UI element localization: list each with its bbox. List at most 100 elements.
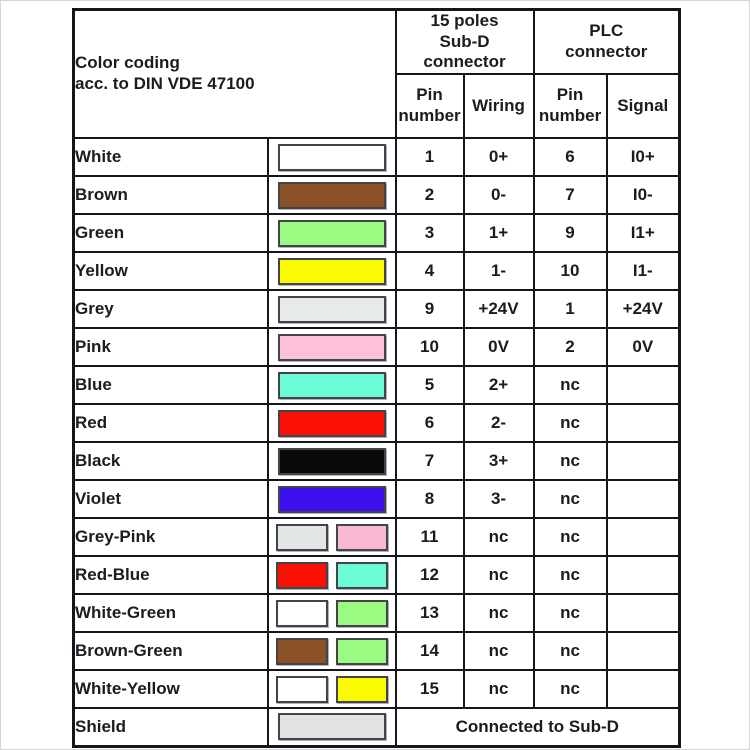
swatch-cell xyxy=(266,327,397,368)
color-name: White xyxy=(72,137,269,178)
swatch-cell xyxy=(266,479,397,520)
table-row: Yellow 4 1- 10 I1- xyxy=(72,251,681,292)
pin-plc: 1 xyxy=(532,289,608,330)
swatch-cell xyxy=(266,517,397,558)
signal xyxy=(605,631,681,672)
wiring: nc xyxy=(462,555,535,596)
signal xyxy=(605,555,681,596)
pin-subd: 12 xyxy=(394,555,465,596)
group-subd-line2: Sub-D connector xyxy=(423,31,506,72)
pin-subd: 1 xyxy=(394,137,465,178)
color-swatch xyxy=(277,257,386,285)
color-swatch xyxy=(335,637,388,665)
color-name: Grey xyxy=(72,289,269,330)
wiring: 2- xyxy=(462,403,535,444)
color-name: Red-Blue xyxy=(72,555,269,596)
signal xyxy=(605,517,681,558)
table-row: Brown 2 0- 7 I0- xyxy=(72,175,681,216)
color-swatch xyxy=(277,409,386,437)
color-swatch xyxy=(277,295,386,323)
color-name: Shield xyxy=(72,707,269,748)
pin-subd: 11 xyxy=(394,517,465,558)
wiring: 3+ xyxy=(462,441,535,482)
swatch-cell xyxy=(266,365,397,406)
signal xyxy=(605,441,681,482)
color-name: Blue xyxy=(72,365,269,406)
col-pin-plc-line1: Pin xyxy=(556,85,584,105)
color-name: Green xyxy=(72,213,269,254)
pin-plc: nc xyxy=(532,593,608,634)
color-name: Red xyxy=(72,403,269,444)
swatch-cell xyxy=(266,289,397,330)
table-row: Red 6 2- nc xyxy=(72,403,681,444)
table-row: White-Green 13 nc nc xyxy=(72,593,681,634)
header-row-groups: Color coding acc. to DIN VDE 47100 15 po… xyxy=(72,8,681,140)
table-row: Grey-Pink 11 nc nc xyxy=(72,517,681,558)
wiring: 0- xyxy=(462,175,535,216)
wiring: nc xyxy=(462,517,535,558)
wiring: 0V xyxy=(462,327,535,368)
pin-subd: 14 xyxy=(394,631,465,672)
color-swatch xyxy=(277,447,386,475)
swatch-cell xyxy=(266,137,397,178)
pin-plc: nc xyxy=(532,555,608,596)
signal xyxy=(605,593,681,634)
wiring: nc xyxy=(462,669,535,710)
signal: I1- xyxy=(605,251,681,292)
swatch-cell xyxy=(266,175,397,216)
wiring: 2+ xyxy=(462,365,535,406)
pin-subd: 6 xyxy=(394,403,465,444)
wiring: nc xyxy=(462,593,535,634)
pin-subd: 9 xyxy=(394,289,465,330)
pin-plc: nc xyxy=(532,517,608,558)
color-swatch xyxy=(335,675,388,703)
table-row: Black 7 3+ nc xyxy=(72,441,681,482)
signal: I0- xyxy=(605,175,681,216)
color-name: Violet xyxy=(72,479,269,520)
swatch-cell xyxy=(266,631,397,672)
swatch-cell xyxy=(266,555,397,596)
table-row: Grey 9 +24V 1 +24V xyxy=(72,289,681,330)
col-header-pin-plc: Pin number xyxy=(532,73,608,140)
pin-subd: 10 xyxy=(394,327,465,368)
color-name: Grey-Pink xyxy=(72,517,269,558)
table-row: Green 3 1+ 9 I1+ xyxy=(72,213,681,254)
wiring: 0+ xyxy=(462,137,535,178)
swatch-cell xyxy=(266,403,397,444)
pin-subd: 7 xyxy=(394,441,465,482)
color-swatch xyxy=(335,599,388,627)
color-swatch xyxy=(275,675,328,703)
col-header-wiring: Wiring xyxy=(462,73,535,140)
wiring: +24V xyxy=(462,289,535,330)
color-name: Pink xyxy=(72,327,269,368)
signal: I0+ xyxy=(605,137,681,178)
col-pin-subd-line1: Pin xyxy=(416,85,443,105)
swatch-cell xyxy=(266,441,397,482)
table-title-line2: acc. to DIN VDE 47100 xyxy=(75,74,255,94)
color-swatch xyxy=(277,181,386,209)
pin-plc: nc xyxy=(532,669,608,710)
color-swatch xyxy=(275,599,328,627)
color-swatch xyxy=(277,333,386,361)
signal xyxy=(605,403,681,444)
wiring: 1- xyxy=(462,251,535,292)
group-header-subd: 15 poles Sub-D connector xyxy=(394,8,535,76)
signal xyxy=(605,365,681,406)
color-swatch xyxy=(275,637,328,665)
wiring: 3- xyxy=(462,479,535,520)
group-header-plc: PLC connector xyxy=(532,8,681,76)
pin-subd: 13 xyxy=(394,593,465,634)
group-plc-line2: connector xyxy=(565,42,648,62)
color-name: White-Yellow xyxy=(72,669,269,710)
pin-subd: 5 xyxy=(394,365,465,406)
signal xyxy=(605,479,681,520)
header-row-columns: Pin number Wiring Pin number Signal xyxy=(74,73,681,140)
color-swatch xyxy=(275,523,328,551)
color-swatch xyxy=(277,713,386,741)
swatch-cell xyxy=(266,593,397,634)
pin-subd: 4 xyxy=(394,251,465,292)
pin-plc: 7 xyxy=(532,175,608,216)
table-row: Violet 8 3- nc xyxy=(72,479,681,520)
table-row: Blue 5 2+ nc xyxy=(72,365,681,406)
